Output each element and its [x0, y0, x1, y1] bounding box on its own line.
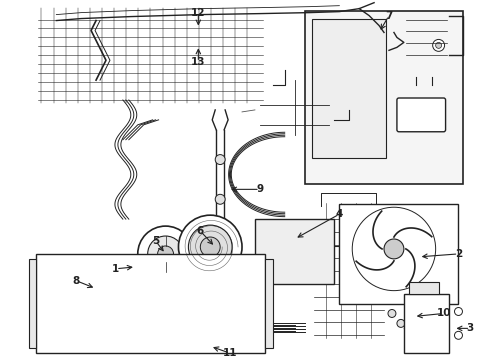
Text: 6: 6: [196, 226, 204, 236]
Circle shape: [455, 307, 463, 315]
Text: 11: 11: [223, 348, 237, 358]
Bar: [312, 19, 386, 158]
Bar: [404, 294, 448, 353]
Text: 7: 7: [385, 10, 392, 21]
Bar: [265, 259, 273, 348]
Circle shape: [388, 310, 396, 318]
Circle shape: [215, 194, 225, 204]
Text: 13: 13: [191, 57, 206, 67]
Text: 12: 12: [191, 8, 206, 18]
Circle shape: [147, 236, 183, 272]
Circle shape: [158, 246, 173, 262]
Circle shape: [99, 279, 109, 289]
Circle shape: [178, 215, 242, 279]
Text: 10: 10: [436, 309, 451, 319]
Circle shape: [455, 331, 463, 339]
Circle shape: [397, 319, 405, 327]
Circle shape: [436, 42, 441, 48]
Bar: [36, 254, 265, 353]
FancyBboxPatch shape: [397, 98, 445, 132]
Text: 5: 5: [152, 236, 159, 246]
Bar: [340, 204, 459, 303]
Bar: [255, 219, 334, 284]
Bar: [28, 259, 36, 348]
Text: 2: 2: [455, 249, 462, 259]
Text: 9: 9: [256, 184, 264, 194]
Circle shape: [200, 237, 220, 257]
Text: 1: 1: [112, 264, 120, 274]
Circle shape: [433, 39, 444, 51]
Circle shape: [352, 207, 436, 291]
Circle shape: [188, 225, 232, 269]
Circle shape: [138, 226, 194, 282]
Text: 4: 4: [336, 209, 343, 219]
Circle shape: [215, 154, 225, 165]
Circle shape: [384, 239, 404, 259]
Bar: [305, 11, 464, 184]
Text: 8: 8: [73, 276, 80, 286]
Text: 3: 3: [467, 323, 474, 333]
Bar: [409, 282, 439, 294]
